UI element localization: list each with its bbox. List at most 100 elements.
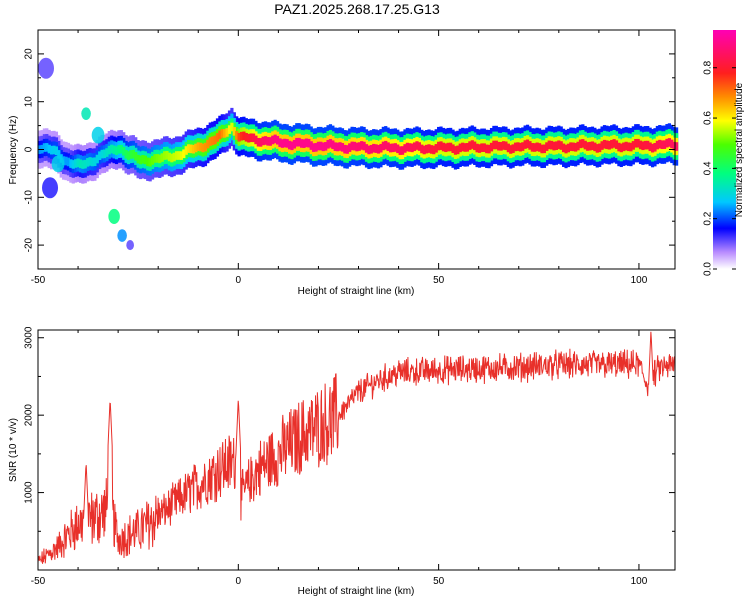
colorbar: 0.0 0.2 0.4 0.6 0.8 Normalized spectral ampl…: [703, 30, 745, 276]
heatmap-cell: [266, 137, 270, 146]
heatmap-cell: [52, 145, 56, 155]
x-tick-label: 100: [631, 275, 648, 286]
heatmap-cell: [249, 133, 253, 143]
heatmap-cell: [533, 143, 537, 152]
heatmap-cell: [278, 138, 282, 147]
heatmap-cell: [461, 142, 465, 152]
heatmap-cell: [292, 139, 296, 149]
heatmap-cell: [441, 142, 446, 152]
heatmap-cell: [218, 130, 222, 140]
heatmap-cell: [259, 138, 263, 147]
heatmap-cell: [307, 138, 311, 148]
heatmap-cell: [559, 141, 563, 150]
heatmap-cell: [453, 146, 458, 155]
heatmap-cell: [50, 145, 54, 155]
heatmap-cell: [372, 143, 376, 153]
heatmap-cell: [191, 144, 196, 154]
heatmap-cell: [480, 143, 484, 152]
heatmap-cell: [571, 142, 575, 152]
colorbar-tick-label: 0.4: [703, 161, 714, 175]
heatmap-cell: [362, 141, 366, 151]
heatmap-cell: [150, 156, 155, 165]
heatmap-cell: [501, 141, 506, 150]
heatmap-cell: [95, 154, 99, 164]
heatmap-cell: [622, 142, 626, 152]
heatmap-cell: [624, 141, 628, 151]
heatmap-cell: [126, 151, 131, 160]
heatmap-cell: [410, 143, 414, 153]
heatmap-cell: [100, 149, 104, 159]
heatmap-cell: [636, 138, 640, 148]
heatmap-cell: [177, 151, 181, 160]
heatmap-cell: [57, 150, 61, 159]
y-tick-label: 1000: [24, 481, 35, 504]
heatmap-cell: [593, 142, 597, 152]
heatmap-cell: [648, 142, 652, 152]
heatmap-cell: [213, 135, 217, 145]
heatmap-cell: [227, 125, 232, 134]
heatmap-cell: [398, 146, 402, 155]
heatmap-cell: [412, 142, 417, 151]
heatmap-cell: [287, 140, 292, 150]
heatmap-cell: [71, 160, 75, 169]
heatmap-cell: [588, 141, 592, 151]
heatmap-cell: [131, 149, 135, 159]
heatmap-cell: [350, 141, 354, 151]
heatmap-cell: [167, 152, 171, 162]
heatmap-cell: [381, 141, 385, 151]
y-tick-label: 10: [24, 96, 35, 108]
heatmap-cell: [237, 132, 241, 142]
heatmap-cell: [641, 141, 645, 151]
heatmap-cell: [230, 122, 234, 132]
heatmap-cell: [617, 142, 621, 152]
heatmap-cell: [528, 141, 532, 150]
heatmap-cell: [333, 142, 337, 151]
heatmap-cell: [557, 140, 561, 150]
heatmap-cell: [485, 144, 489, 154]
heatmap-cell: [422, 145, 426, 155]
heatmap-cell: [187, 144, 191, 153]
heatmap-cell: [595, 144, 599, 153]
y-tick-label: 3000: [24, 326, 35, 349]
heatmap-cell: [504, 141, 508, 151]
heatmap-blob: [108, 208, 120, 224]
heatmap-cell: [304, 138, 309, 148]
heatmap-cell: [463, 143, 467, 152]
heatmap-cell: [643, 140, 647, 150]
heatmap-cell: [263, 136, 268, 145]
heatmap-cell: [83, 159, 87, 169]
heatmap-cell: [569, 142, 573, 151]
heatmap-cell: [117, 145, 121, 154]
heatmap-cell: [112, 145, 116, 155]
heatmap-cell: [415, 141, 419, 150]
heatmap-cell: [672, 141, 676, 151]
snr-ticks: -50 0 50 100 1000 2000 3000: [24, 326, 675, 587]
heatmap-cell: [76, 158, 80, 168]
heatmap-cell: [586, 142, 590, 151]
heatmap-cell: [482, 143, 486, 152]
heatmap-cell: [338, 142, 342, 151]
heatmap-cell: [331, 140, 335, 150]
heatmap-cell: [523, 140, 527, 149]
spectrogram-panel: -50 0 50 100 -20 -10 0 10 20 Height of straight …: [8, 29, 679, 297]
heatmap-cell: [163, 151, 167, 160]
heatmap-cell: [184, 146, 188, 155]
heatmap-cell: [275, 135, 280, 145]
heatmap-cell: [439, 141, 443, 150]
figure-title: PAZ1.2025.268.17.25.G13: [274, 1, 440, 17]
heatmap-cell: [247, 133, 251, 143]
heatmap-cell: [196, 142, 200, 151]
heatmap-cell: [405, 142, 409, 152]
heatmap-cell: [662, 140, 667, 149]
heatmap-cell: [518, 142, 522, 152]
heatmap-cell: [607, 140, 611, 150]
heatmap-cell: [312, 143, 316, 152]
heatmap-cell: [475, 143, 479, 153]
heatmap-cell: [489, 142, 494, 152]
heatmap-cell: [614, 140, 619, 149]
heatmap-cell: [360, 141, 364, 150]
x-tick-label: -50: [31, 275, 46, 286]
heatmap-cell: [225, 128, 229, 137]
heatmap-cell: [155, 154, 159, 163]
heatmap-cell: [261, 136, 265, 146]
